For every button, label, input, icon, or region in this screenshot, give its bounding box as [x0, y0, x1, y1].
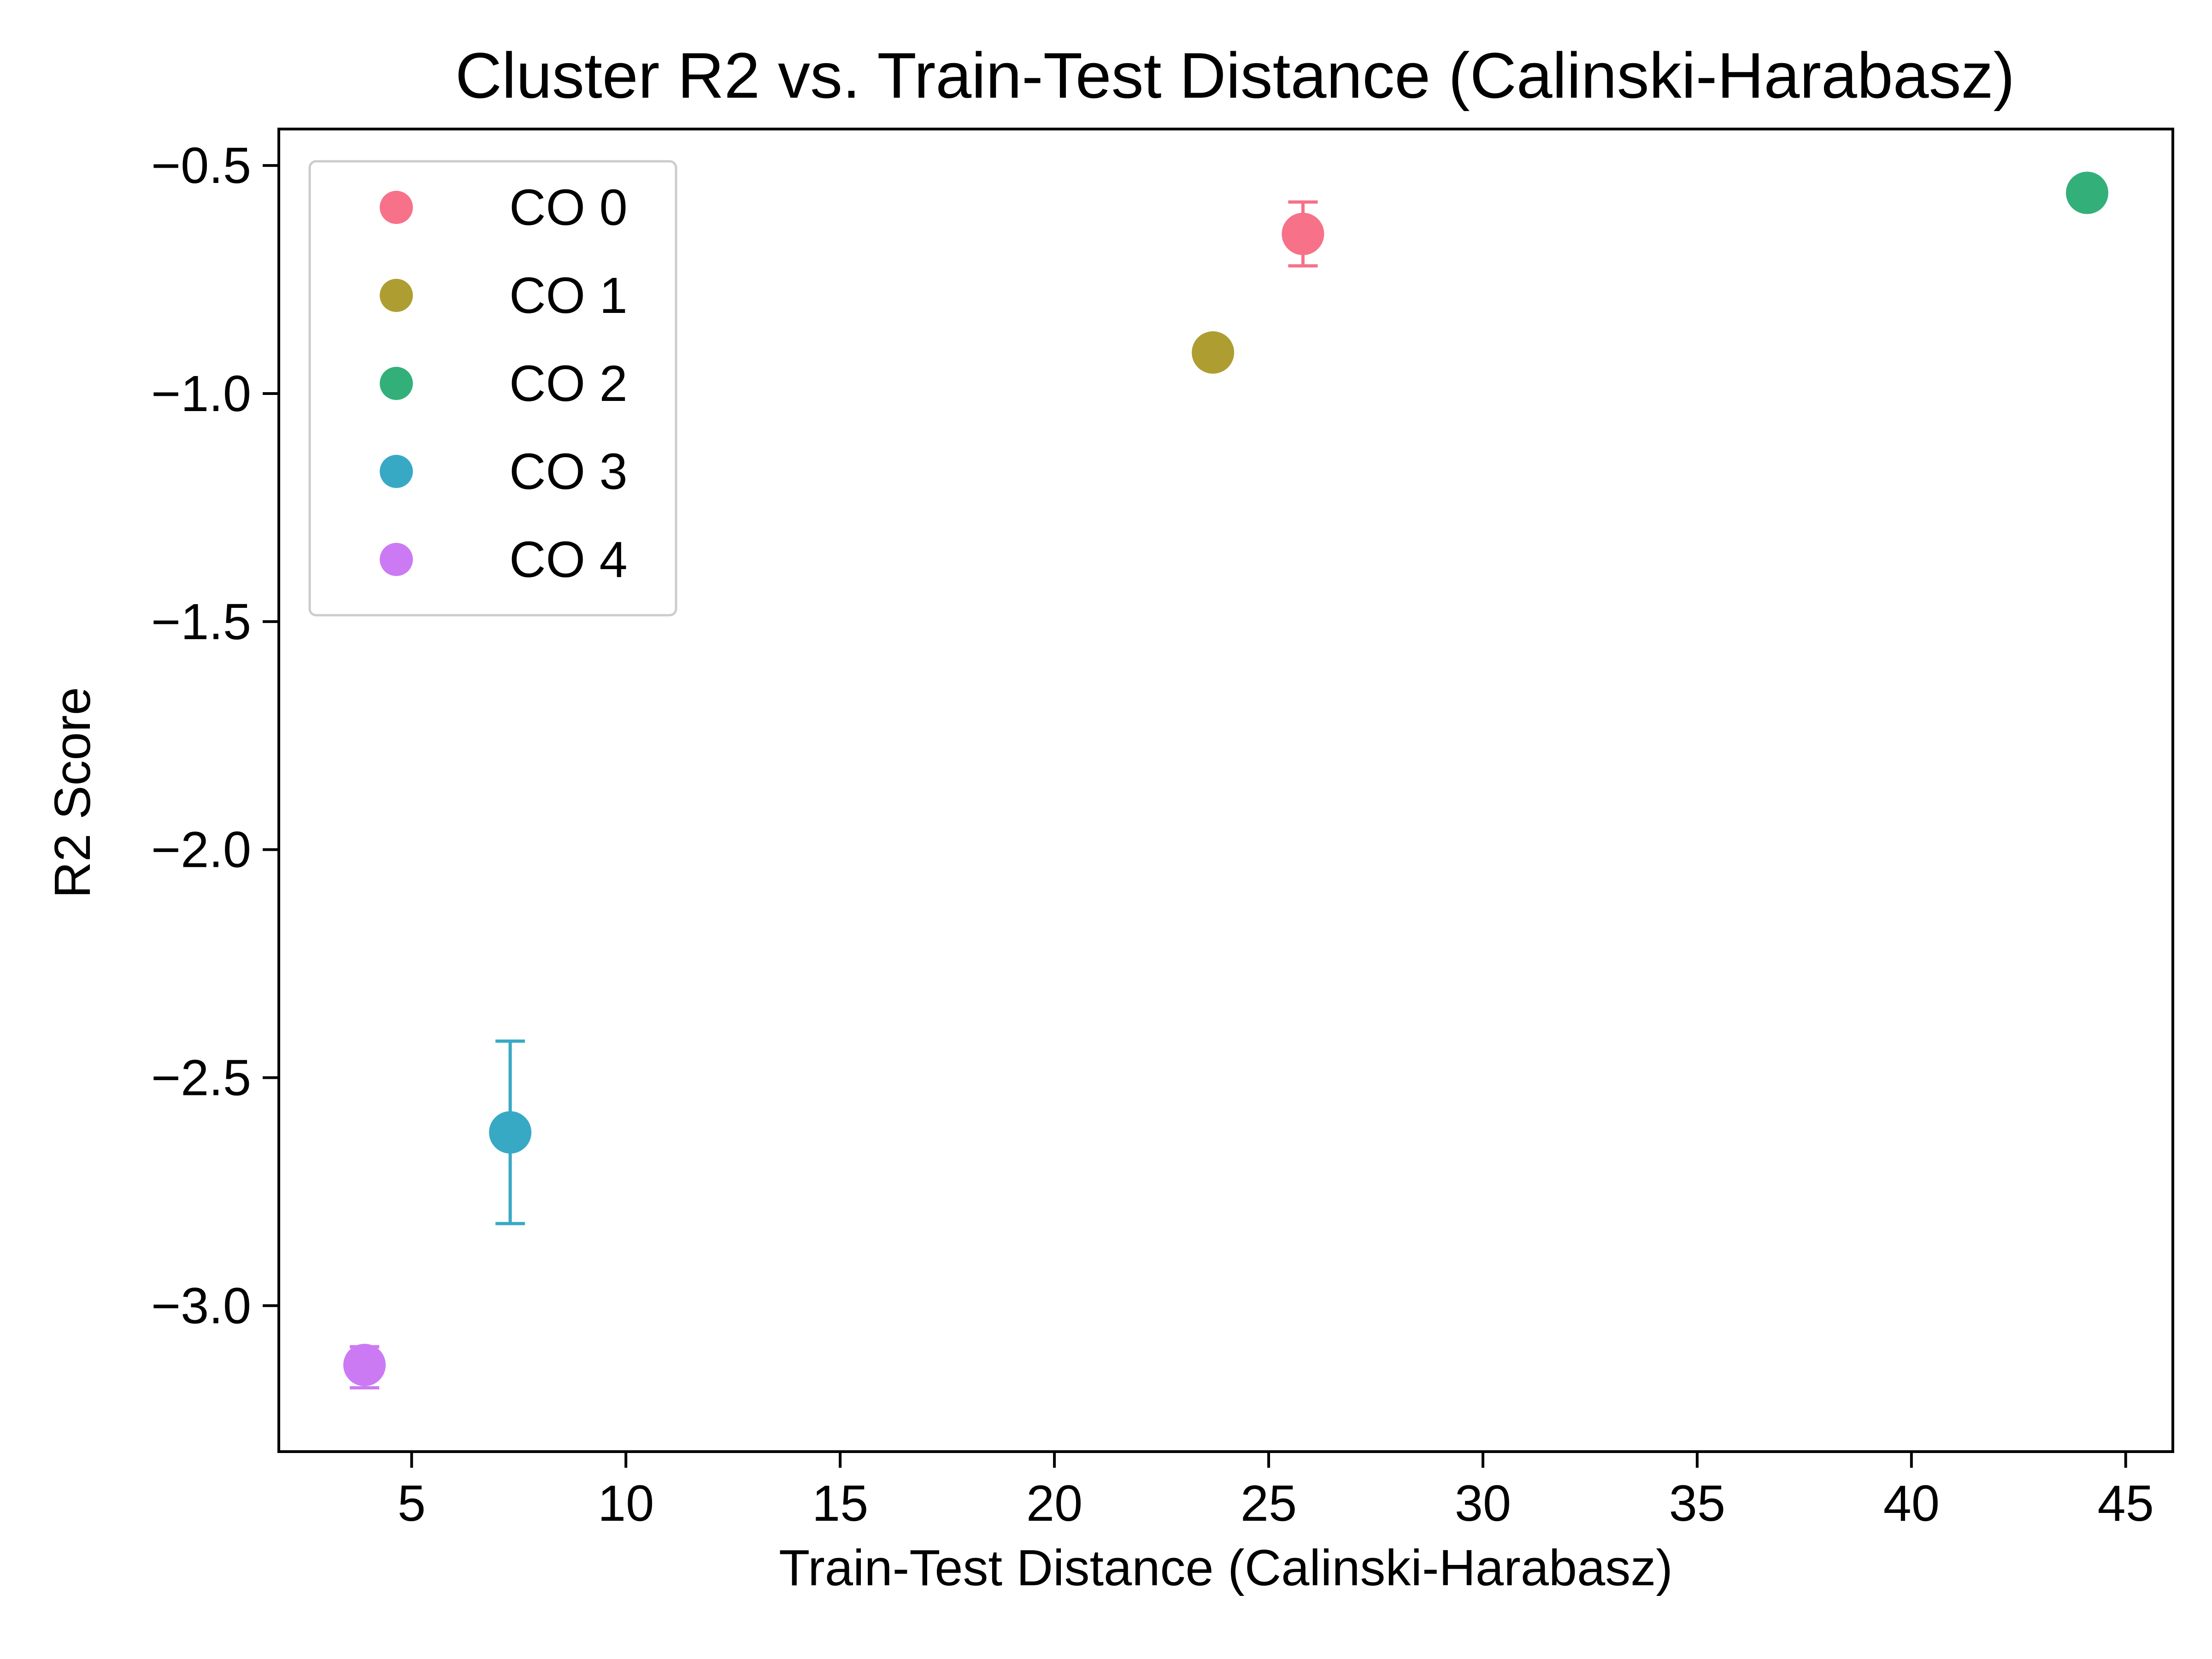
x-tick-label: 15 — [812, 1475, 868, 1532]
legend-marker — [380, 191, 413, 224]
legend-marker — [380, 455, 413, 488]
legend-label: CO 4 — [509, 531, 628, 588]
legend-marker — [380, 367, 413, 400]
axis-ticks: 5 10 15 20 25 30 35 40 45 −0.5 −1.0 −1.5 −2.0 −2.5 −3.… — [151, 137, 2154, 1532]
legend-marker — [380, 543, 413, 576]
chart-title: Cluster R2 vs. Train-Test Distance (Cali… — [455, 39, 2015, 112]
x-tick-label: 10 — [598, 1475, 654, 1532]
y-axis-label: R2 Score — [44, 687, 101, 899]
legend-box — [308, 160, 677, 617]
data-point — [1282, 212, 1324, 255]
x-tick-label: 5 — [398, 1475, 426, 1532]
y-tick-label: −2.0 — [151, 822, 251, 878]
x-axis-label: Train-Test Distance (Calinski-Harabasz) — [779, 1540, 1673, 1596]
x-tick-label: 25 — [1241, 1475, 1297, 1532]
legend-label: CO 3 — [509, 443, 628, 500]
data-point — [343, 1343, 386, 1386]
data-marks — [343, 171, 2109, 1389]
x-tick-label: 35 — [1669, 1475, 1725, 1532]
data-point — [1192, 331, 1235, 374]
legend-label: CO 0 — [509, 179, 628, 236]
data-point — [489, 1111, 532, 1154]
y-tick-label: −1.5 — [151, 594, 251, 650]
legend-label: CO 2 — [509, 355, 628, 412]
x-tick-label: 30 — [1455, 1475, 1511, 1532]
x-tick-label: 20 — [1026, 1475, 1082, 1532]
x-tick-label: 45 — [2098, 1475, 2154, 1532]
y-tick-label: −1.0 — [151, 365, 251, 422]
legend-label: CO 1 — [509, 267, 628, 324]
data-point — [2066, 171, 2109, 214]
legend-marker — [380, 279, 413, 312]
y-tick-label: −0.5 — [151, 137, 251, 194]
y-tick-label: −3.0 — [151, 1277, 251, 1334]
y-tick-label: −2.5 — [151, 1049, 251, 1106]
legend: CO 0 CO 1 CO 2 CO 3 CO 4 — [308, 160, 677, 617]
plot-frame — [277, 128, 2174, 1453]
x-tick-label: 40 — [1883, 1475, 1940, 1532]
